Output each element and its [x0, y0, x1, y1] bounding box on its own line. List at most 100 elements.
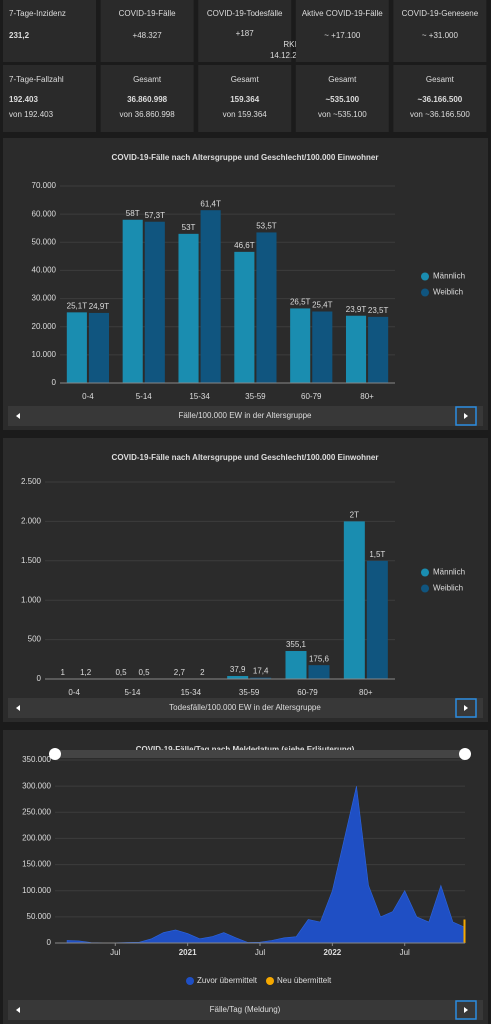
tile-value: ~36.166.500 — [418, 95, 463, 104]
legend-swatch — [421, 568, 429, 577]
tile — [100, 65, 194, 132]
tile-label: COVID-19-Fälle — [119, 9, 176, 18]
next-button[interactable] — [455, 698, 477, 718]
x-tick-label: 35-59 — [239, 688, 260, 697]
tile-label: 7-Tage-Inzidenz — [9, 9, 66, 18]
bar — [343, 521, 365, 679]
legend-label: Männlich — [433, 568, 465, 577]
panel — [3, 438, 488, 722]
tile-sub: von 36.860.998 — [120, 110, 176, 119]
value-label: 175,6 — [309, 654, 330, 663]
tile-sub: von 192.403 — [9, 110, 54, 119]
bar — [312, 311, 333, 383]
value-label: 355,1 — [286, 640, 307, 649]
tile-value: +48.327 — [133, 31, 163, 40]
value-label: 23,5T — [368, 306, 389, 315]
bar — [88, 312, 110, 383]
tile-label: COVID-19-Todesfälle — [207, 9, 283, 18]
bar — [227, 676, 249, 679]
area — [66, 786, 466, 944]
slider-handle[interactable] — [459, 748, 471, 760]
y-tick-label: 100.000 — [22, 886, 51, 895]
y-tick-label: 70.000 — [32, 181, 57, 190]
tile-label: Gesamt — [426, 75, 455, 84]
x-tick-label: 60-79 — [301, 392, 322, 401]
slider-handle[interactable] — [49, 748, 61, 760]
y-tick-label: 0 — [52, 378, 57, 387]
legend-label: Weiblich — [433, 584, 463, 593]
tile-value: ~535.100 — [326, 95, 360, 104]
bar — [178, 233, 199, 383]
value-label: 17,4 — [253, 667, 269, 676]
tile — [295, 0, 389, 62]
prev-button[interactable] — [16, 413, 20, 419]
legend-swatch — [421, 584, 429, 593]
bar — [463, 919, 466, 943]
prev-button[interactable] — [16, 705, 20, 711]
next-button[interactable] — [455, 1000, 477, 1020]
value-label: 57,3T — [145, 211, 166, 220]
prev-button[interactable] — [16, 1007, 20, 1013]
value-label: 23,9T — [346, 305, 367, 314]
tile — [100, 0, 194, 62]
tile-label: 7-Tage-Fallzahl — [9, 75, 64, 84]
x-axis-label: Fälle/Tag (Meldung) — [210, 1005, 281, 1014]
x-axis-label: Todesfälle/100.000 EW in der Altersgrupp… — [169, 703, 321, 712]
bar — [290, 308, 311, 383]
tile-sub: von ~535.100 — [318, 110, 367, 119]
tile — [295, 65, 389, 132]
tile-value: 192.403 — [9, 95, 38, 104]
x-tick-label: 35-59 — [245, 392, 266, 401]
tile-label: Gesamt — [328, 75, 357, 84]
y-tick-label: 0 — [47, 938, 52, 947]
x-tick-label: 5-14 — [124, 688, 141, 697]
value-label: 37,9 — [230, 665, 246, 674]
nav-bar — [8, 1000, 483, 1020]
bar — [345, 315, 367, 383]
x-tick-label: 5-14 — [136, 392, 153, 401]
value-label: 1,5T — [369, 550, 385, 559]
legend-swatch — [421, 288, 429, 297]
tile — [3, 65, 96, 132]
value-label: 0,5 — [138, 668, 150, 677]
legend-swatch — [186, 977, 194, 985]
x-tick-label: 0-4 — [82, 392, 94, 401]
tile — [3, 0, 96, 62]
tile-label: Aktive COVID-19-Fälle — [302, 9, 383, 18]
y-tick-label: 50.000 — [27, 912, 52, 921]
tile — [393, 0, 487, 62]
y-tick-label: 10.000 — [32, 350, 57, 359]
nav-bar — [8, 406, 483, 426]
title-link[interactable]: Meldedatum — [232, 745, 279, 754]
bar — [144, 221, 165, 383]
title-part: (siehe Erläuterung) — [279, 745, 354, 754]
legend-label: Männlich — [433, 272, 465, 281]
panel — [3, 730, 488, 1024]
range-slider — [55, 750, 465, 758]
next-button[interactable] — [455, 406, 477, 426]
tile — [393, 65, 487, 132]
y-tick-label: 20.000 — [32, 322, 57, 331]
next-arrow — [464, 413, 468, 419]
value-label: 2T — [350, 511, 359, 520]
date: 14.12.2022 — [270, 51, 311, 60]
tile-value: 36.860.998 — [127, 95, 168, 104]
x-tick-label: 80+ — [359, 688, 373, 697]
legend-label: Weiblich — [433, 288, 463, 297]
legend-swatch — [266, 977, 274, 985]
x-axis-label: Fälle/100.000 EW in der Altersgruppe — [179, 411, 313, 420]
value-label: 46,6T — [234, 241, 255, 250]
value-label: 24,9T — [89, 302, 110, 311]
y-tick-label: 200.000 — [22, 834, 51, 843]
y-tick-label: 1.000 — [21, 595, 42, 604]
tile — [198, 65, 292, 132]
value-label: 2,7 — [174, 668, 186, 677]
x-tick-label: 2022 — [323, 948, 341, 957]
y-tick-label: 300.000 — [22, 781, 51, 790]
tile-value: ~ +31.000 — [422, 31, 459, 40]
x-tick-label: 15-34 — [181, 688, 202, 697]
x-tick-label: 80+ — [360, 392, 374, 401]
chart-title: COVID-19-Fälle nach Altersgruppe und Ges… — [112, 453, 379, 462]
bar — [366, 560, 388, 679]
